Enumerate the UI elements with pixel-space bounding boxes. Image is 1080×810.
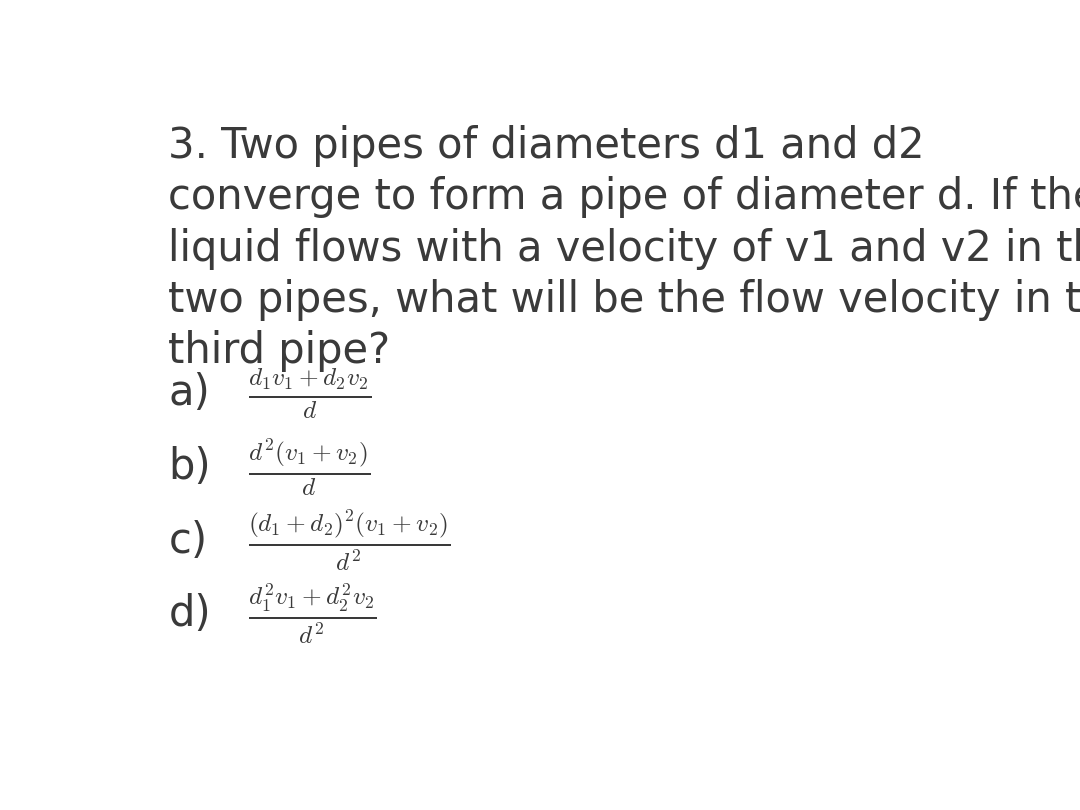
Text: liquid flows with a velocity of v1 and v2 in the: liquid flows with a velocity of v1 and v… [168,228,1080,270]
Text: 3. Two pipes of diameters d1 and d2: 3. Two pipes of diameters d1 and d2 [168,126,924,168]
Text: d): d) [168,593,211,635]
Text: $\frac{d^2(v_1+v_2)}{d}$: $\frac{d^2(v_1+v_2)}{d}$ [248,437,370,497]
Text: converge to form a pipe of diameter d. If the: converge to form a pipe of diameter d. I… [168,177,1080,219]
Text: $\frac{d_1^2v_1+d_2^2v_2}{d^2}$: $\frac{d_1^2v_1+d_2^2v_2}{d^2}$ [248,582,377,647]
Text: c): c) [168,520,207,561]
Text: two pipes, what will be the flow velocity in the: two pipes, what will be the flow velocit… [168,279,1080,321]
Text: third pipe?: third pipe? [168,330,391,372]
Text: b): b) [168,446,211,488]
Text: a): a) [168,373,211,415]
Text: $\frac{d_1v_1+d_2v_2}{d}$: $\frac{d_1v_1+d_2v_2}{d}$ [248,366,372,420]
Text: $\frac{(d_1+d_2)^2(v_1+v_2)}{d^2}$: $\frac{(d_1+d_2)^2(v_1+v_2)}{d^2}$ [248,508,450,573]
